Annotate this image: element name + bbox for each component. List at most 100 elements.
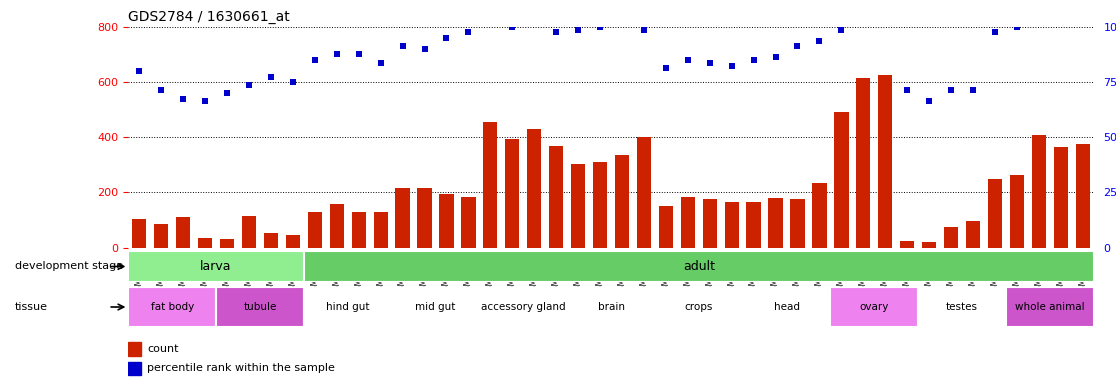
Bar	[506, 139, 519, 248]
Bar	[1076, 144, 1090, 248]
Point	[262, 73, 280, 79]
Bar	[329, 204, 344, 248]
Point	[372, 60, 389, 66]
Bar	[918, 287, 1006, 327]
Bar	[217, 287, 304, 327]
Text: whole animal: whole animal	[1014, 302, 1085, 312]
Text: development stage: development stage	[15, 262, 123, 271]
Point	[1008, 24, 1026, 30]
Bar	[1031, 134, 1046, 248]
Point	[833, 26, 850, 33]
Point	[635, 26, 653, 33]
Text: GDS2784 / 1630661_at: GDS2784 / 1630661_at	[128, 10, 290, 25]
Point	[306, 57, 324, 63]
Point	[174, 96, 192, 102]
Point	[701, 60, 719, 66]
Bar	[395, 188, 410, 248]
Text: head: head	[773, 302, 799, 312]
Point	[394, 43, 412, 49]
Point	[987, 29, 1004, 35]
Point	[855, 18, 873, 25]
Text: brain: brain	[597, 302, 625, 312]
Point	[569, 26, 587, 33]
Point	[283, 79, 301, 85]
Bar	[304, 251, 1094, 282]
Point	[964, 87, 982, 93]
Text: mid gut: mid gut	[415, 302, 455, 312]
Bar	[461, 197, 475, 248]
Text: ovary: ovary	[859, 302, 889, 312]
Point	[657, 65, 675, 71]
Bar	[352, 212, 366, 248]
Bar	[128, 251, 304, 282]
Bar	[812, 183, 827, 248]
Bar	[392, 287, 480, 327]
Text: fat body: fat body	[151, 302, 194, 312]
Bar	[242, 216, 257, 248]
Bar	[308, 212, 321, 248]
Point	[921, 98, 939, 104]
Bar	[567, 287, 655, 327]
Bar	[483, 122, 498, 248]
Bar	[742, 287, 830, 327]
Bar	[286, 235, 300, 248]
Bar	[198, 238, 212, 248]
Bar	[480, 287, 567, 327]
Point	[526, 21, 543, 27]
Bar	[615, 155, 629, 248]
Bar	[549, 146, 564, 248]
Bar	[220, 239, 234, 248]
Bar	[417, 188, 432, 248]
Point	[591, 24, 609, 30]
Bar	[724, 202, 739, 248]
Bar	[571, 164, 585, 248]
Point	[328, 51, 346, 58]
Bar	[988, 179, 1002, 248]
Text: hind gut: hind gut	[326, 302, 369, 312]
Point	[240, 82, 258, 88]
Bar	[856, 78, 870, 248]
Bar	[790, 199, 805, 248]
Text: accessory gland: accessory gland	[481, 302, 566, 312]
Point	[613, 18, 631, 25]
Bar	[747, 202, 761, 248]
Bar	[1010, 175, 1024, 248]
Point	[876, 18, 894, 25]
Point	[898, 87, 916, 93]
Point	[131, 68, 148, 74]
Point	[1030, 15, 1048, 22]
Bar	[154, 224, 169, 248]
Point	[789, 43, 807, 49]
Bar	[830, 287, 918, 327]
Text: tubule: tubule	[243, 302, 277, 312]
Point	[767, 54, 785, 60]
Bar	[944, 227, 959, 248]
Text: count: count	[147, 344, 179, 354]
Bar	[374, 212, 387, 248]
Point	[218, 90, 235, 96]
Bar	[1054, 147, 1068, 248]
Bar	[703, 199, 716, 248]
Point	[547, 29, 565, 35]
Bar	[878, 75, 893, 248]
Point	[1074, 13, 1091, 19]
Point	[152, 87, 170, 93]
Bar	[1006, 287, 1094, 327]
Bar	[922, 242, 936, 248]
Point	[349, 51, 367, 58]
Point	[1052, 18, 1070, 25]
Point	[481, 18, 499, 25]
Bar	[965, 222, 980, 248]
Text: tissue: tissue	[15, 302, 48, 312]
Point	[196, 98, 214, 104]
Bar	[440, 194, 453, 248]
Point	[942, 87, 960, 93]
Point	[437, 35, 455, 41]
Text: testes: testes	[946, 302, 978, 312]
Bar	[132, 219, 146, 248]
Text: percentile rank within the sample: percentile rank within the sample	[147, 363, 335, 373]
Bar	[304, 287, 392, 327]
Bar	[769, 198, 782, 248]
Bar	[835, 113, 848, 248]
Bar	[128, 287, 217, 327]
